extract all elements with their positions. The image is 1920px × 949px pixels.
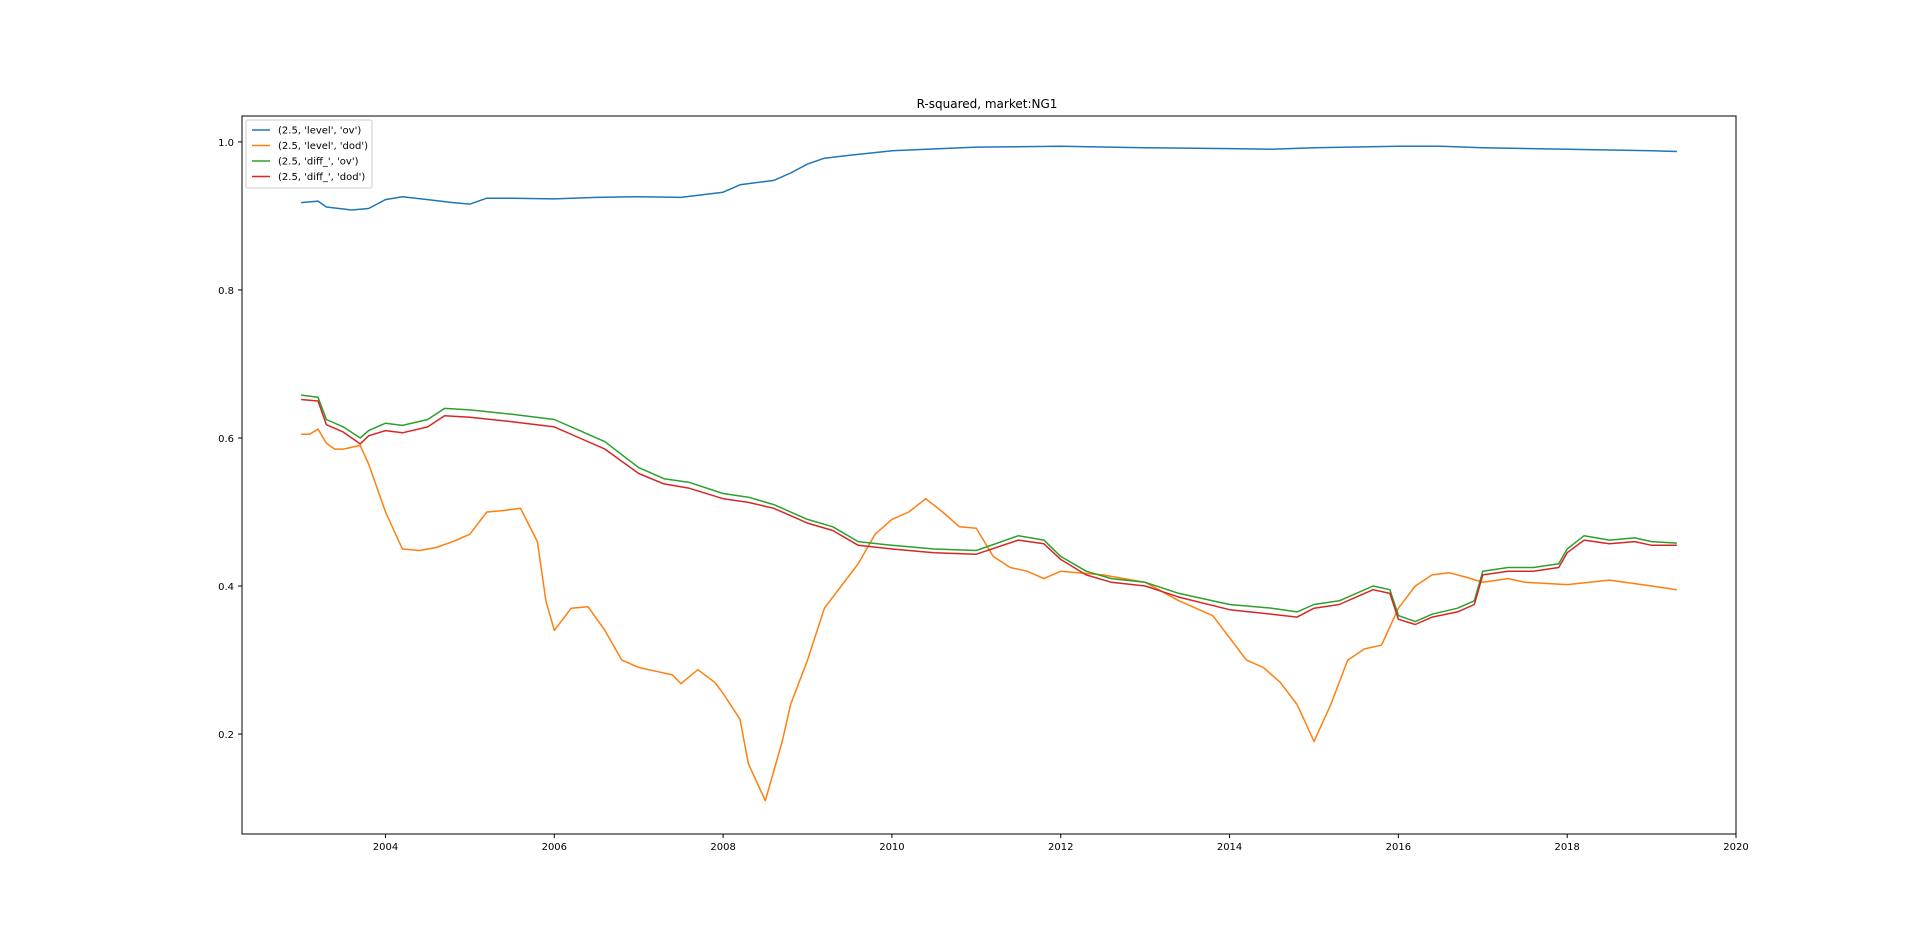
y-axis: 0.2 0.4 0.6 0.8 1.0 <box>218 138 242 741</box>
series-line-0 <box>301 145 1677 211</box>
y-tick-label: 0.2 <box>218 730 234 741</box>
x-tick-label: 2020 <box>1723 842 1748 853</box>
y-tick-label: 0.8 <box>218 286 234 297</box>
x-tick-label: 2016 <box>1386 842 1411 853</box>
x-tick-label: 2004 <box>373 842 398 853</box>
x-tick-label: 2008 <box>710 842 735 853</box>
legend-label-1: (2.5, 'level', 'dod') <box>278 141 368 152</box>
legend: (2.5, 'level', 'ov') (2.5, 'level', 'dod'… <box>245 119 373 189</box>
series-line-2 <box>301 394 1677 623</box>
x-tick-label: 2014 <box>1217 842 1242 853</box>
x-tick-label: 2010 <box>879 842 904 853</box>
series-line-3 <box>301 398 1677 626</box>
legend-label-2: (2.5, 'diff_', 'ov') <box>278 157 359 168</box>
x-tick-label: 2018 <box>1554 842 1579 853</box>
series-line-1 <box>301 428 1678 802</box>
y-tick-label: 0.4 <box>218 582 234 593</box>
x-axis: 2004 2006 2008 2010 2012 2014 2016 2018 2020 <box>373 834 1749 853</box>
legend-box <box>245 119 373 189</box>
chart-title: R-squared, market:NG1 <box>917 97 1058 111</box>
plot-frame <box>241 115 1737 835</box>
legend-label-0: (2.5, 'level', 'ov') <box>278 126 361 137</box>
y-tick-label: 1.0 <box>218 138 234 149</box>
y-tick-label: 0.6 <box>218 434 234 445</box>
series-layer <box>301 145 1678 802</box>
x-tick-label: 2006 <box>542 842 567 853</box>
legend-label-3: (2.5, 'diff_', 'dod') <box>278 172 365 183</box>
x-tick-label: 2012 <box>1048 842 1073 853</box>
